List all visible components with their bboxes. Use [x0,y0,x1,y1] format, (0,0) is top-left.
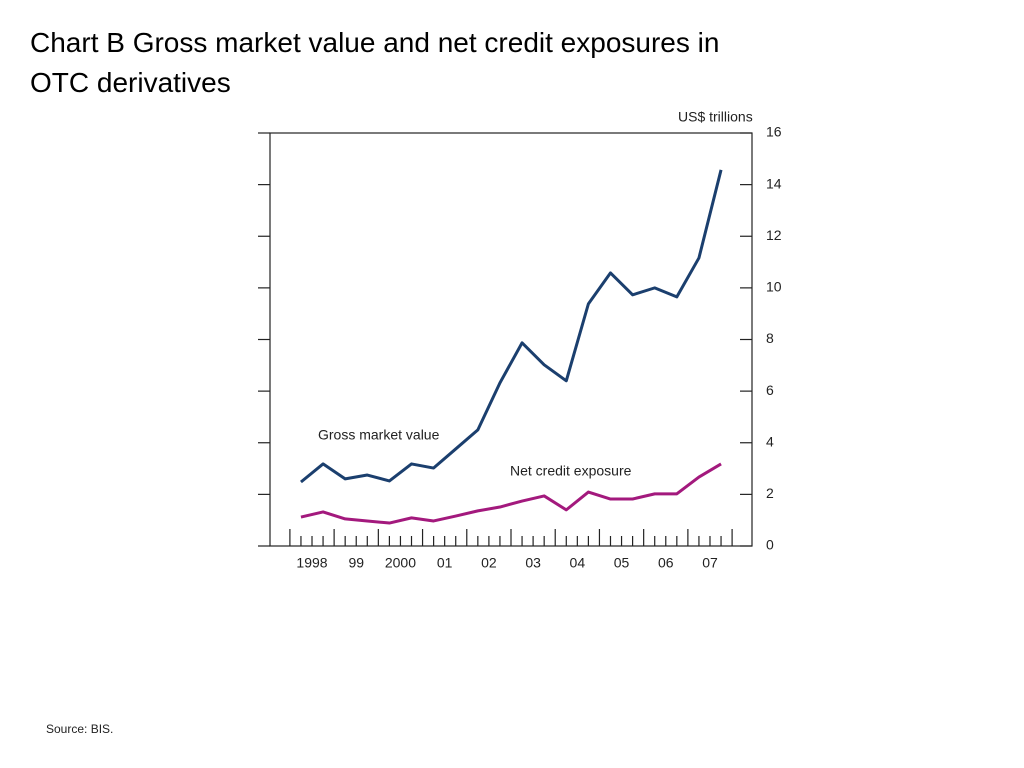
series-label: Gross market value [318,427,440,443]
x-tick-label: 01 [437,555,453,571]
source-note: Source: BIS. [46,722,113,736]
y-tick-label: 2 [766,485,774,501]
x-tick-label: 02 [481,555,497,571]
plot-frame [269,132,753,547]
x-tick-label: 99 [348,555,364,571]
y-tick-label: 16 [766,124,782,140]
line-series [300,169,723,484]
y-tick-label: 8 [766,330,774,346]
series-label: Net credit exposure [510,463,632,479]
line-series [300,462,722,525]
y-tick-label: 10 [766,279,782,295]
y-axis-label: US$ trillions [678,109,753,125]
chart-title: OTC derivatives [30,67,231,98]
x-tick-label: 05 [614,555,630,571]
y-tick-label: 12 [766,227,782,243]
x-tick-label: 1998 [296,555,327,571]
x-tick-label: 07 [702,555,718,571]
chart-title: Chart B Gross market value and net credi… [30,27,719,58]
y-tick-label: 6 [766,382,774,398]
y-tick-label: 4 [766,433,774,449]
x-tick-label: 06 [658,555,674,571]
x-tick-label: 03 [525,555,541,571]
x-tick-label: 2000 [385,555,416,571]
y-tick-label: 14 [766,175,782,191]
x-tick-label: 04 [570,555,586,571]
y-tick-label: 0 [766,537,774,553]
